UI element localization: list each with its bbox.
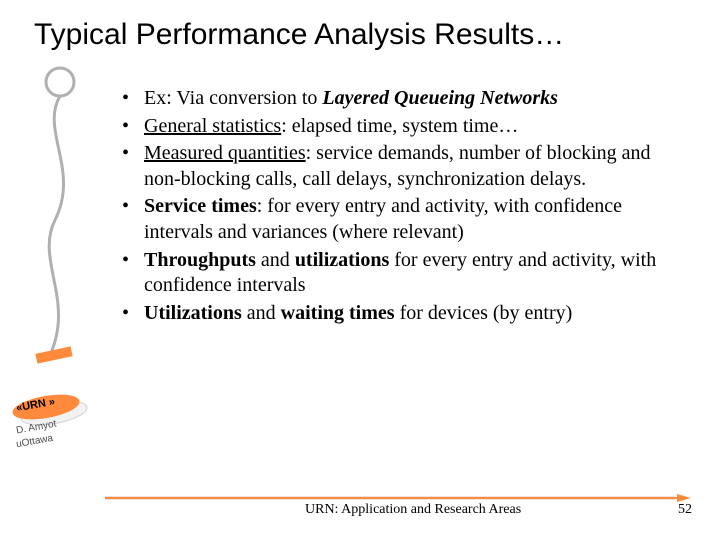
bullet-text: for devices (by entry) bbox=[395, 302, 573, 324]
list-item: Throughputs and utilizations for every e… bbox=[122, 248, 676, 299]
footer-text: URN: Application and Research Areas bbox=[305, 502, 521, 518]
urn-badge: «URN » D. Amyot uOttawa bbox=[6, 396, 86, 454]
bullet-text: Ex: Via conversion to bbox=[144, 87, 322, 109]
slide-title: Typical Performance Analysis Results… bbox=[34, 18, 686, 52]
bullet-b2: waiting times bbox=[281, 302, 395, 324]
list-item: General statistics: elapsed time, system… bbox=[122, 114, 676, 140]
list-item: Service times: for every entry and activ… bbox=[122, 194, 676, 245]
bullet-text: and bbox=[242, 302, 281, 324]
bullet-text: and bbox=[256, 249, 295, 271]
bullet-text: : elapsed time, system time… bbox=[281, 115, 518, 137]
footer: URN: Application and Research Areas 52 bbox=[0, 496, 720, 520]
bullet-emph: Layered Queueing Networks bbox=[322, 87, 558, 109]
list-item: Ex: Via conversion to Layered Queueing N… bbox=[122, 86, 676, 112]
list-item: Utilizations and waiting times for devic… bbox=[122, 301, 676, 327]
left-decoration bbox=[30, 70, 100, 390]
bullet-emph: General statistics bbox=[144, 115, 281, 137]
bullet-lead: Service times bbox=[144, 195, 257, 217]
bullet-b1: Utilizations bbox=[144, 302, 242, 324]
bullet-b2: utilizations bbox=[295, 249, 389, 271]
bullet-emph: Measured quantities bbox=[144, 142, 306, 164]
list-item: Measured quantities: service demands, nu… bbox=[122, 141, 676, 192]
page-number: 52 bbox=[678, 502, 692, 518]
bullet-b1: Throughputs bbox=[144, 249, 256, 271]
content-area: Ex: Via conversion to Layered Queueing N… bbox=[122, 86, 676, 326]
bullet-list: Ex: Via conversion to Layered Queueing N… bbox=[122, 86, 676, 326]
